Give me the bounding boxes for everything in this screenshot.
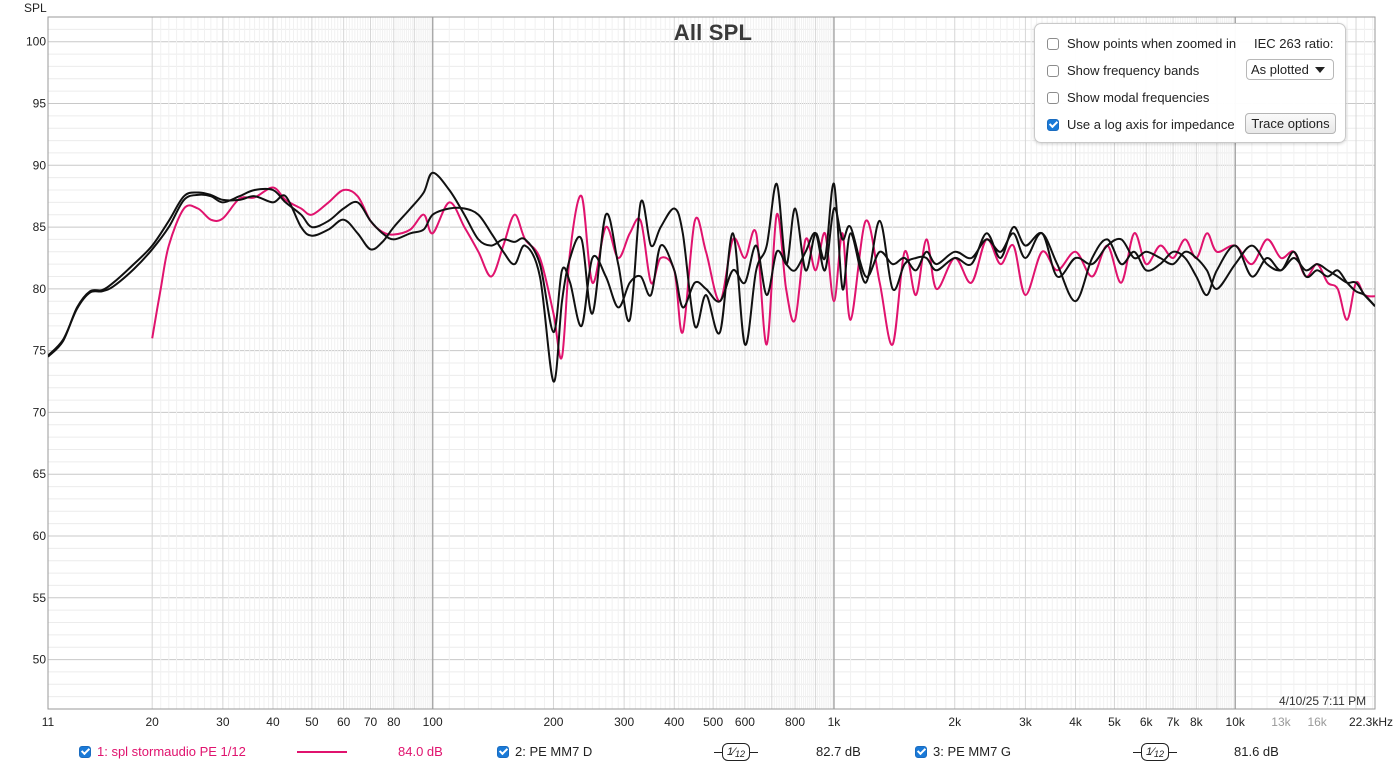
x-tick-label: 2k bbox=[948, 715, 962, 729]
x-tick-label: 22.3kHz bbox=[1349, 715, 1393, 729]
smoothing-icon-3[interactable]: 1 ⁄ 12 bbox=[1133, 743, 1181, 761]
legend-label-1: 1: spl stormaudio PE 1/12 bbox=[97, 744, 246, 759]
y-tick-label: 55 bbox=[33, 591, 47, 605]
iec-ratio-select[interactable]: As plotted bbox=[1246, 59, 1334, 80]
legend-item-1[interactable]: 1: spl stormaudio PE 1/12 bbox=[79, 744, 246, 759]
chart-title: All SPL bbox=[673, 20, 753, 45]
legend-value-2: 82.7 dB bbox=[816, 744, 861, 759]
x-tick-label: 6k bbox=[1140, 715, 1154, 729]
show-modal-checkbox[interactable] bbox=[1047, 91, 1059, 104]
legend-checkbox-1[interactable] bbox=[79, 745, 91, 758]
log-impedance-checkbox[interactable] bbox=[1047, 118, 1059, 131]
y-tick-label: 60 bbox=[33, 529, 47, 543]
legend-checkbox-2[interactable] bbox=[497, 745, 509, 758]
show-bands-option[interactable]: Show frequency bands bbox=[1047, 63, 1199, 78]
x-tick-label: 300 bbox=[614, 715, 634, 729]
show-points-label: Show points when zoomed in bbox=[1067, 36, 1237, 51]
smoothing-icon-2[interactable]: 1 ⁄ 12 bbox=[714, 743, 762, 761]
y-tick-label: 70 bbox=[33, 405, 47, 419]
x-tick-label: 8k bbox=[1190, 715, 1204, 729]
x-tick-label: 800 bbox=[785, 715, 805, 729]
legend-item-3[interactable]: 3: PE MM7 G bbox=[915, 744, 1011, 759]
trace-options-button[interactable]: Trace options bbox=[1245, 113, 1336, 134]
x-tick-label: 5k bbox=[1108, 715, 1122, 729]
x-tick-label: 200 bbox=[543, 715, 563, 729]
series-line-3 bbox=[48, 182, 1375, 383]
show-points-checkbox[interactable] bbox=[1047, 37, 1059, 50]
x-tick-label: 400 bbox=[664, 715, 684, 729]
y-tick-label: 100 bbox=[26, 35, 46, 49]
x-tick-label: 40 bbox=[266, 715, 280, 729]
x-tick-label: 4k bbox=[1069, 715, 1083, 729]
legend-label-3: 3: PE MM7 G bbox=[933, 744, 1012, 759]
timestamp: 4/10/25 7:11 PM bbox=[1279, 694, 1367, 708]
legend-label-2: 2: PE MM7 D bbox=[515, 744, 593, 759]
legend-line-1 bbox=[297, 751, 347, 753]
show-bands-label: Show frequency bands bbox=[1067, 63, 1200, 78]
x-tick-label: 500 bbox=[703, 715, 723, 729]
x-tick-label: 20 bbox=[146, 715, 160, 729]
plot-frame bbox=[47, 16, 1376, 710]
chevron-down-icon bbox=[1315, 67, 1325, 73]
legend-value-3: 81.6 dB bbox=[1234, 744, 1279, 759]
show-bands-checkbox[interactable] bbox=[1047, 64, 1059, 77]
y-tick-label: 65 bbox=[33, 467, 47, 481]
show-modal-option[interactable]: Show modal frequencies bbox=[1047, 90, 1209, 105]
x-tick-label: 7k bbox=[1167, 715, 1181, 729]
x-tick-label: 13k bbox=[1271, 715, 1291, 729]
log-impedance-option[interactable]: Use a log axis for impedance bbox=[1047, 117, 1235, 132]
graph-options-panel: Show points when zoomed in Show frequenc… bbox=[1034, 23, 1346, 143]
x-tick-label: 50 bbox=[305, 715, 319, 729]
x-tick-label: 10k bbox=[1226, 715, 1246, 729]
y-tick-label: 85 bbox=[33, 220, 47, 234]
legend-item-2[interactable]: 2: PE MM7 D bbox=[497, 744, 592, 759]
x-tick-label: 16k bbox=[1307, 715, 1327, 729]
y-tick-label: 50 bbox=[33, 653, 47, 667]
iec-ratio-value: As plotted bbox=[1251, 62, 1309, 77]
x-tick-label: 11 bbox=[42, 715, 55, 729]
y-tick-label: 95 bbox=[33, 97, 47, 111]
x-tick-label: 600 bbox=[735, 715, 755, 729]
legend-value-1: 84.0 dB bbox=[398, 744, 443, 759]
x-tick-label: 1k bbox=[828, 715, 842, 729]
log-impedance-label: Use a log axis for impedance bbox=[1067, 117, 1235, 132]
series-layer bbox=[48, 171, 1375, 383]
trace-legend: 1: spl stormaudio PE 1/12 84.0 dB 2: PE … bbox=[0, 740, 1400, 766]
x-tick-label: 60 bbox=[337, 715, 351, 729]
x-tick-label: 100 bbox=[423, 715, 443, 729]
x-tick-label: 30 bbox=[216, 715, 230, 729]
x-tick-label: 80 bbox=[387, 715, 401, 729]
y-tick-label: 80 bbox=[33, 282, 47, 296]
iec-ratio-label: IEC 263 ratio: bbox=[1254, 36, 1334, 51]
y-tick-label: 90 bbox=[33, 158, 47, 172]
x-tick-label: 3k bbox=[1019, 715, 1033, 729]
show-modal-label: Show modal frequencies bbox=[1067, 90, 1210, 105]
legend-checkbox-3[interactable] bbox=[915, 745, 927, 758]
axis-labels: 100 95 90 85 80 75 70 65 60 55 50 11 20 30 40 50 60 70 80 1… bbox=[26, 35, 1393, 729]
y-axis-label: SPL bbox=[24, 1, 47, 15]
y-tick-label: 75 bbox=[33, 344, 47, 358]
show-points-option[interactable]: Show points when zoomed in bbox=[1047, 36, 1236, 51]
x-tick-label: 70 bbox=[364, 715, 378, 729]
series-line-2 bbox=[48, 171, 1375, 358]
